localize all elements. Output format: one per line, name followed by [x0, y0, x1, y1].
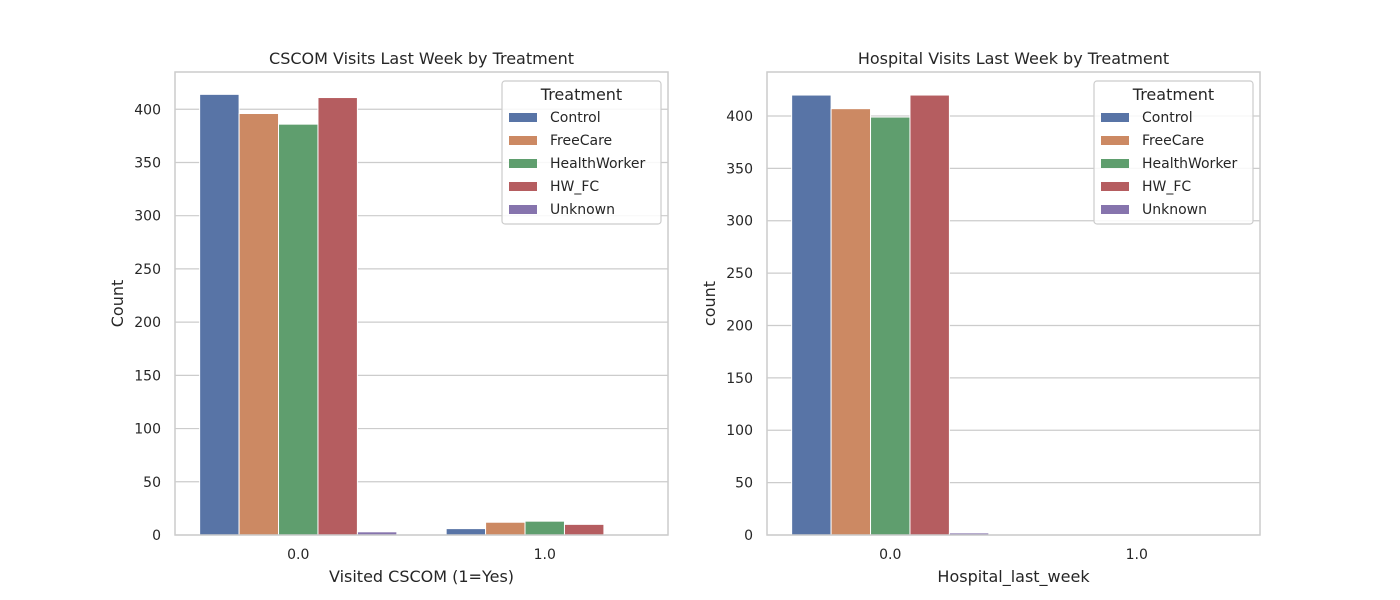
legend-swatch-hw-fc: [509, 182, 537, 191]
bar-hw-fc-1-0: [563, 523, 605, 536]
legend-label: HealthWorker: [1142, 156, 1238, 172]
legend-swatch-control: [509, 113, 537, 122]
legend-label: Unknown: [550, 202, 615, 218]
x-tick-label: 0.0: [287, 547, 309, 563]
bar-healthworker-0-0: [870, 116, 911, 536]
bar-healthworker-0-0: [278, 123, 319, 536]
y-tick-label: 250: [134, 262, 161, 278]
chart-panel-1: 0 50 100 150 200 250 300 350 400 0.0 1.0 CSCOM Visi…: [108, 49, 669, 586]
y-tick-label: 200: [134, 315, 161, 331]
y-tick-label: 0: [152, 528, 161, 544]
y-tick-label: 400: [134, 102, 161, 118]
legend-swatch-unknown: [509, 205, 537, 214]
legend-label: FreeCare: [550, 133, 612, 149]
legend-box: [1093, 80, 1254, 225]
legend-label: Control: [1142, 110, 1193, 126]
y-tick-label: 350: [134, 155, 161, 171]
y-tick-label: 350: [726, 161, 753, 177]
y-tick-label: 250: [726, 266, 753, 282]
legend-title: Treatment: [540, 85, 622, 104]
bar-hw-fc-0-0: [909, 94, 950, 536]
bar-freecare-0-0: [238, 113, 280, 536]
y-tick-label: 300: [134, 209, 161, 225]
y-axis-label: count: [700, 281, 719, 326]
y-tick-label: 100: [134, 422, 161, 438]
legend-title: Treatment: [1132, 85, 1214, 104]
legend-swatch-unknown: [1101, 205, 1129, 214]
legend-label: Control: [550, 110, 601, 126]
legend-swatch-hw-fc: [1101, 182, 1129, 191]
axes-frame: [174, 71, 669, 536]
legend-swatch-healthworker: [509, 159, 537, 168]
y-tick-label: 200: [726, 318, 753, 334]
bar-control-0-0: [199, 93, 240, 536]
legend-swatch-freecare: [1101, 136, 1129, 145]
legend-label: FreeCare: [1142, 133, 1204, 149]
legend-label: HW_FC: [550, 179, 599, 195]
y-tick-label: 50: [143, 475, 161, 491]
x-tick-label: 1.0: [1126, 547, 1148, 563]
chart-title: CSCOM Visits Last Week by Treatment: [269, 49, 574, 68]
y-axis-label: Count: [108, 280, 127, 328]
bar-hw-fc-0-0: [317, 97, 358, 536]
chart-panel-2: 0 50 100 150 200 250 300 350 400 0.0 1.0 Hospital V…: [700, 49, 1261, 587]
axes-frame: [766, 71, 1261, 536]
legend-label: Unknown: [1142, 202, 1207, 218]
x-axis-label: Hospital_last_week: [937, 567, 1090, 587]
legend-label: HW_FC: [1142, 179, 1191, 195]
chart-title: Hospital Visits Last Week by Treatment: [858, 49, 1169, 68]
y-tick-label: 0: [744, 528, 753, 544]
bar-control-0-0: [791, 94, 832, 536]
y-tick-label: 150: [134, 368, 161, 384]
x-axis-label: Visited CSCOM (1=Yes): [329, 567, 514, 586]
x-tick-label: 0.0: [879, 547, 901, 563]
x-tick-label: 1.0: [534, 547, 556, 563]
y-tick-label: 50: [735, 476, 753, 492]
y-tick-label: 150: [726, 371, 753, 387]
legend: Treatment Control FreeCare HealthWorker HW_F…: [1093, 80, 1254, 225]
legend-swatch-freecare: [509, 136, 537, 145]
y-tick-label: 400: [726, 109, 753, 125]
legend-swatch-control: [1101, 113, 1129, 122]
bar-freecare-0-0: [830, 108, 872, 536]
y-tick-label: 100: [726, 423, 753, 439]
legend-swatch-healthworker: [1101, 159, 1129, 168]
bar-healthworker-1-0: [524, 520, 565, 536]
legend-label: HealthWorker: [550, 156, 646, 172]
bar-freecare-1-0: [485, 521, 526, 536]
bar-control-1-0: [445, 528, 487, 536]
legend-box: [501, 80, 662, 225]
y-tick-label: 300: [726, 214, 753, 230]
legend: Treatment Control FreeCare HealthWorker HW_F…: [501, 80, 662, 225]
